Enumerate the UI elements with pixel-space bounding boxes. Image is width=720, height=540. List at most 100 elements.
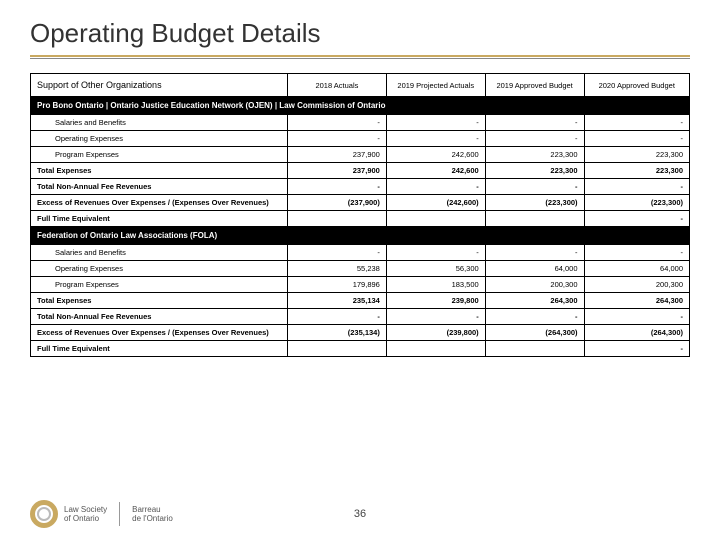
cell: - bbox=[584, 245, 689, 261]
cell: 264,300 bbox=[584, 293, 689, 309]
header-row: Support of Other Organizations 2018 Actu… bbox=[31, 74, 690, 97]
table-row: Program Expenses 179,896 183,500 200,300… bbox=[31, 277, 690, 293]
section1-header: Pro Bono Ontario | Ontario Justice Educa… bbox=[31, 97, 690, 115]
cell: 179,896 bbox=[288, 277, 387, 293]
logo-line4: de l'Ontario bbox=[132, 514, 173, 523]
page-number: 36 bbox=[354, 508, 366, 520]
row-label: Full Time Equivalent bbox=[31, 211, 288, 227]
page-title: Operating Budget Details bbox=[0, 0, 720, 55]
logo-line3: Barreau bbox=[132, 505, 173, 514]
cell: 56,300 bbox=[386, 261, 485, 277]
cell: - bbox=[386, 245, 485, 261]
cell: - bbox=[584, 211, 689, 227]
logo-separator bbox=[119, 502, 120, 526]
row-label: Program Expenses bbox=[31, 147, 288, 163]
col-sub: Support of Other Organizations bbox=[31, 74, 288, 97]
cell: - bbox=[386, 309, 485, 325]
row-label: Operating Expenses bbox=[31, 131, 288, 147]
cell: 200,300 bbox=[485, 277, 584, 293]
title-underline bbox=[30, 55, 690, 57]
cell: 242,600 bbox=[386, 163, 485, 179]
cell: 223,300 bbox=[584, 163, 689, 179]
row-label: Program Expenses bbox=[31, 277, 288, 293]
cell: (264,300) bbox=[584, 325, 689, 341]
table-row: Salaries and Benefits - - - - bbox=[31, 115, 690, 131]
budget-table: Support of Other Organizations 2018 Actu… bbox=[30, 73, 690, 357]
table-row: Full Time Equivalent - bbox=[31, 341, 690, 357]
table-row: Operating Expenses - - - - bbox=[31, 131, 690, 147]
cell: 242,600 bbox=[386, 147, 485, 163]
col-2018-actuals: 2018 Actuals bbox=[288, 74, 387, 97]
col-2020-approved: 2020 Approved Budget bbox=[584, 74, 689, 97]
table-row: Excess of Revenues Over Expenses / (Expe… bbox=[31, 195, 690, 211]
row-label: Full Time Equivalent bbox=[31, 341, 288, 357]
cell: 223,300 bbox=[485, 163, 584, 179]
cell: 55,238 bbox=[288, 261, 387, 277]
cell: - bbox=[288, 131, 387, 147]
cell: 237,900 bbox=[288, 147, 387, 163]
cell: (264,300) bbox=[485, 325, 584, 341]
table-row: Total Non-Annual Fee Revenues - - - - bbox=[31, 179, 690, 195]
cell: - bbox=[288, 309, 387, 325]
logo-text-fr: Barreau de l'Ontario bbox=[132, 505, 173, 523]
row-label: Total Non-Annual Fee Revenues bbox=[31, 309, 288, 325]
cell bbox=[485, 341, 584, 357]
cell: - bbox=[386, 115, 485, 131]
logo-line2: of Ontario bbox=[64, 514, 107, 523]
cell: (235,134) bbox=[288, 325, 387, 341]
row-label: Excess of Revenues Over Expenses / (Expe… bbox=[31, 195, 288, 211]
cell: 64,000 bbox=[485, 261, 584, 277]
logo-line1: Law Society bbox=[64, 505, 107, 514]
section2-title: Federation of Ontario Law Associations (… bbox=[31, 227, 690, 245]
logo-ring-icon bbox=[30, 500, 58, 528]
cell: - bbox=[288, 115, 387, 131]
table-row: Operating Expenses 55,238 56,300 64,000 … bbox=[31, 261, 690, 277]
cell: - bbox=[485, 245, 584, 261]
table-row: Excess of Revenues Over Expenses / (Expe… bbox=[31, 325, 690, 341]
cell: 223,300 bbox=[485, 147, 584, 163]
logo: Law Society of Ontario Barreau de l'Onta… bbox=[30, 500, 173, 528]
cell bbox=[386, 341, 485, 357]
row-label: Salaries and Benefits bbox=[31, 245, 288, 261]
row-label: Operating Expenses bbox=[31, 261, 288, 277]
title-thinline bbox=[30, 58, 690, 59]
cell: - bbox=[584, 131, 689, 147]
row-label: Salaries and Benefits bbox=[31, 115, 288, 131]
cell: 64,000 bbox=[584, 261, 689, 277]
cell: - bbox=[584, 341, 689, 357]
col-2019-projected: 2019 Projected Actuals bbox=[386, 74, 485, 97]
cell: - bbox=[485, 115, 584, 131]
cell: 235,134 bbox=[288, 293, 387, 309]
cell: - bbox=[584, 115, 689, 131]
cell: - bbox=[386, 131, 485, 147]
cell: (242,600) bbox=[386, 195, 485, 211]
cell bbox=[485, 211, 584, 227]
cell bbox=[386, 211, 485, 227]
cell: - bbox=[288, 179, 387, 195]
row-label: Total Expenses bbox=[31, 293, 288, 309]
col-2019-approved: 2019 Approved Budget bbox=[485, 74, 584, 97]
cell: 237,900 bbox=[288, 163, 387, 179]
logo-text-en: Law Society of Ontario bbox=[64, 505, 107, 523]
cell: 239,800 bbox=[386, 293, 485, 309]
table-row: Total Expenses 237,900 242,600 223,300 2… bbox=[31, 163, 690, 179]
row-label: Excess of Revenues Over Expenses / (Expe… bbox=[31, 325, 288, 341]
table-row: Total Expenses 235,134 239,800 264,300 2… bbox=[31, 293, 690, 309]
section2-header: Federation of Ontario Law Associations (… bbox=[31, 227, 690, 245]
cell: (239,800) bbox=[386, 325, 485, 341]
cell: - bbox=[485, 131, 584, 147]
row-label: Total Expenses bbox=[31, 163, 288, 179]
row-label: Total Non-Annual Fee Revenues bbox=[31, 179, 288, 195]
table-row: Program Expenses 237,900 242,600 223,300… bbox=[31, 147, 690, 163]
cell bbox=[288, 341, 387, 357]
cell: 183,500 bbox=[386, 277, 485, 293]
cell: - bbox=[485, 309, 584, 325]
cell: - bbox=[485, 179, 584, 195]
cell: 264,300 bbox=[485, 293, 584, 309]
cell: (237,900) bbox=[288, 195, 387, 211]
table-row: Full Time Equivalent - bbox=[31, 211, 690, 227]
cell: (223,300) bbox=[584, 195, 689, 211]
table-row: Total Non-Annual Fee Revenues - - - - bbox=[31, 309, 690, 325]
cell: - bbox=[584, 179, 689, 195]
footer: Law Society of Ontario Barreau de l'Onta… bbox=[30, 500, 690, 528]
